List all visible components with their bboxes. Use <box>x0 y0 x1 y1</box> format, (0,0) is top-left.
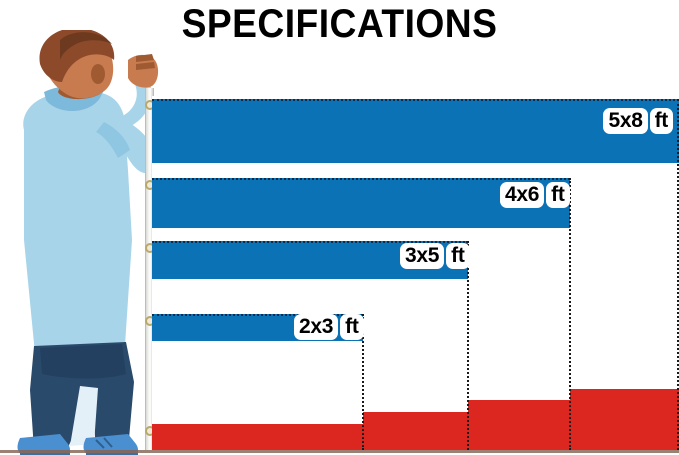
label-2x3: 2x3 ft <box>294 314 364 340</box>
shoe-icon <box>17 434 70 455</box>
step-4x6 <box>468 400 570 450</box>
fingers-icon <box>136 62 155 70</box>
bar-5x8 <box>152 99 679 163</box>
label-2x3-size: 2x3 <box>294 314 339 340</box>
guide-line-5x8 <box>677 99 679 450</box>
shirt-torso-icon <box>23 92 132 364</box>
guide-line-4x6 <box>569 178 571 450</box>
guide-line-2x3 <box>362 314 364 450</box>
label-4x6: 4x6 ft <box>500 182 570 208</box>
person-illustration <box>17 30 159 455</box>
label-5x8-unit: ft <box>649 108 673 134</box>
label-5x8: 5x8 ft <box>603 108 673 134</box>
step-5x8 <box>570 389 679 450</box>
leg-gap-icon <box>70 386 98 446</box>
label-4x6-size: 4x6 <box>500 182 545 208</box>
label-5x8-size: 5x8 <box>603 108 648 134</box>
ear-icon <box>91 64 105 84</box>
label-3x5-size: 3x5 <box>400 243 445 269</box>
flag-size-chart: 5x8 ft 4x6 ft 3x5 ft 2x3 ft <box>152 96 679 450</box>
hair-highlight-icon <box>60 32 112 60</box>
sleeve-shadow-icon <box>96 122 130 158</box>
page-title: SPECIFICATIONS <box>181 2 498 46</box>
forearm-icon <box>108 74 152 130</box>
label-4x6-unit: ft <box>546 182 570 208</box>
fingers-icon <box>136 54 154 62</box>
label-3x5: 3x5 ft <box>400 243 470 269</box>
guide-line-3x5 <box>467 241 469 450</box>
ground-line <box>0 450 679 453</box>
step-3x5 <box>363 412 468 450</box>
label-2x3-unit: ft <box>340 314 364 340</box>
pants-shadow-icon <box>40 344 126 379</box>
hair-icon <box>39 30 115 82</box>
step-2x3 <box>152 424 363 450</box>
label-3x5-unit: ft <box>446 243 470 269</box>
shoe-laces-icon <box>95 437 113 449</box>
